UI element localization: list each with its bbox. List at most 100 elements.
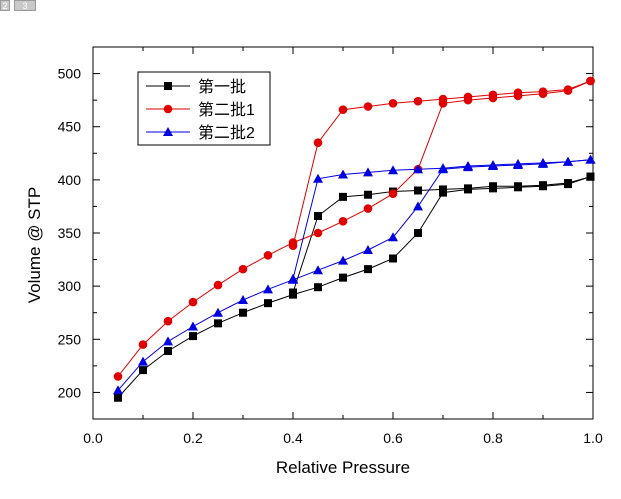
- page-tab-3[interactable]: 3: [14, 0, 36, 11]
- data-point-desorption: [313, 173, 323, 183]
- data-point-desorption: [539, 181, 547, 190]
- data-point-adsorption: [388, 232, 398, 242]
- data-point-desorption: [313, 138, 323, 147]
- data-point-adsorption: [239, 308, 247, 317]
- data-point-adsorption: [138, 340, 148, 349]
- data-point-adsorption: [314, 283, 322, 292]
- data-point-desorption: [314, 211, 322, 220]
- data-point-adsorption: [138, 356, 148, 366]
- series-line-desorption: [292, 159, 591, 279]
- data-point-desorption: [438, 94, 448, 104]
- data-point-desorption: [489, 182, 497, 191]
- y-tick-label: 400: [58, 172, 82, 188]
- data-point-adsorption: [188, 321, 198, 331]
- data-point-adsorption: [313, 228, 323, 238]
- data-point-desorption: [514, 182, 522, 191]
- x-tick-label: 0.0: [83, 430, 103, 446]
- x-tick-label: 0.8: [483, 430, 503, 446]
- series-2: [113, 76, 595, 381]
- data-point-desorption: [586, 76, 595, 86]
- data-point-desorption: [414, 186, 422, 195]
- y-tick-label: 500: [58, 66, 82, 82]
- legend-marker: [164, 82, 172, 90]
- data-point-desorption: [438, 163, 448, 173]
- axes: 0.0 0.2 0.4 0.6 0.8 1.0 200 250 300 350 400 450 500: [58, 46, 603, 446]
- data-point-desorption: [464, 184, 472, 193]
- data-point-adsorption: [163, 336, 173, 346]
- data-point-desorption: [338, 169, 348, 179]
- data-point-desorption: [363, 167, 373, 177]
- data-point-desorption: [413, 164, 423, 174]
- data-point-desorption: [289, 288, 297, 297]
- data-point-desorption: [513, 88, 523, 98]
- data-point-adsorption: [388, 189, 398, 198]
- data-point-desorption: [288, 273, 298, 283]
- page-tab-2[interactable]: 2: [0, 0, 10, 11]
- data-point-desorption: [463, 161, 473, 171]
- x-tick-label: 0.2: [183, 430, 203, 446]
- data-point-adsorption: [189, 332, 197, 341]
- series-1: [114, 172, 595, 402]
- data-point-desorption: [288, 241, 298, 251]
- data-point-desorption: [563, 156, 573, 166]
- data-point-adsorption: [339, 273, 347, 282]
- data-point-desorption: [463, 92, 473, 102]
- data-point-adsorption: [213, 280, 223, 290]
- data-point-adsorption: [114, 393, 122, 402]
- data-point-desorption: [413, 96, 423, 106]
- legend-label: 第二批2: [198, 124, 255, 142]
- series-layer: [113, 76, 596, 402]
- y-tick-label: 200: [58, 384, 82, 400]
- data-point-desorption: [488, 90, 498, 100]
- data-point-desorption: [538, 87, 548, 96]
- data-point-adsorption: [113, 372, 123, 381]
- data-point-adsorption: [238, 294, 248, 304]
- data-point-desorption: [538, 157, 548, 167]
- series-line-adsorption: [117, 176, 591, 399]
- data-point-desorption: [388, 99, 398, 108]
- series-3: [113, 154, 596, 395]
- series-line-adsorption: [117, 159, 591, 391]
- data-point-desorption: [488, 159, 498, 169]
- y-tick-label: 300: [58, 278, 82, 294]
- data-point-adsorption: [214, 319, 222, 328]
- data-point-desorption: [586, 172, 595, 181]
- data-point-adsorption: [389, 254, 397, 263]
- data-point-adsorption: [264, 299, 272, 308]
- data-point-desorption: [339, 192, 347, 201]
- x-tick-label: 0.6: [383, 430, 403, 446]
- data-point-desorption: [564, 179, 572, 188]
- data-point-adsorption: [263, 251, 273, 260]
- data-point-adsorption: [363, 204, 373, 213]
- data-point-desorption: [388, 165, 398, 175]
- data-point-adsorption: [164, 346, 172, 355]
- data-point-adsorption: [363, 245, 373, 255]
- data-point-adsorption: [413, 201, 423, 211]
- data-point-desorption: [439, 185, 447, 194]
- data-point-adsorption: [263, 284, 273, 294]
- data-point-desorption: [338, 105, 348, 115]
- legend-label: 第一批: [198, 78, 246, 96]
- x-tick-label: 1.0: [583, 430, 603, 446]
- data-point-adsorption: [163, 316, 173, 326]
- data-point-desorption: [364, 190, 372, 199]
- data-point-adsorption: [113, 385, 123, 395]
- data-point-desorption: [585, 154, 596, 164]
- data-point-adsorption: [213, 307, 223, 317]
- data-point-desorption: [563, 85, 573, 94]
- legend-marker: [163, 104, 173, 114]
- y-tick-label: 350: [58, 225, 82, 241]
- data-point-adsorption: [364, 265, 372, 274]
- legend-marker: [163, 127, 173, 136]
- data-point-adsorption: [188, 297, 198, 307]
- data-point-adsorption: [338, 217, 348, 226]
- data-point-adsorption: [139, 366, 147, 375]
- data-point-adsorption: [338, 255, 348, 265]
- x-axis-label: Relative Pressure: [276, 458, 410, 477]
- data-point-adsorption: [238, 264, 248, 274]
- legend-label: 第二批1: [198, 101, 255, 119]
- data-point-desorption: [363, 102, 373, 111]
- y-axis-label: Volume @ STP: [25, 187, 44, 303]
